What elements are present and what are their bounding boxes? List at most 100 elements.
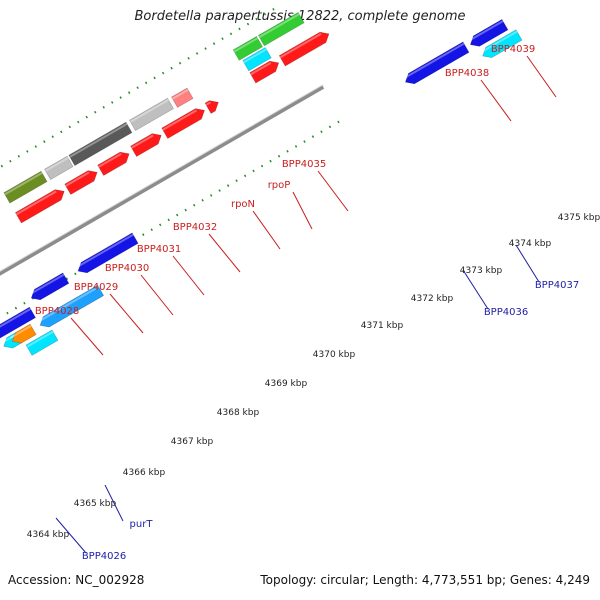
cds-4 — [130, 133, 162, 157]
gene-bpp4036b-sheen — [467, 20, 504, 43]
cds-small-cyan-sheen — [243, 48, 267, 64]
gene-purt-sheen — [37, 286, 100, 323]
gene-bpp4030 — [68, 121, 133, 166]
genes-layer — [0, 11, 523, 356]
gene-rpon-sheen — [172, 88, 189, 100]
leader-lower-1 — [104, 484, 124, 522]
gene-label-bpp4037: BPP4037 — [535, 280, 579, 291]
accession-text: Accession: NC_002928 — [8, 573, 145, 587]
gene-bpp4035-sheen — [258, 13, 300, 38]
cds-5-sheen — [162, 109, 197, 131]
gene-label-bpp4029: BPP4029 — [74, 282, 118, 293]
leader-upper-5 — [252, 210, 281, 250]
cds-2 — [64, 170, 98, 195]
cds-1 — [14, 189, 65, 224]
kbp-tick-label: 4371 kbp — [361, 321, 404, 331]
kbp-tick-label: 4372 kbp — [411, 294, 454, 304]
gene-bpp4031 — [129, 97, 174, 131]
kbp-tick-label: 4375 kbp — [558, 213, 600, 223]
cds-6 — [204, 100, 219, 114]
leader-upper-6 — [292, 191, 313, 230]
gene-label-bpp4032: BPP4032 — [173, 222, 217, 233]
gene-large-blue — [77, 232, 139, 274]
gene-bpp4025b — [30, 272, 70, 301]
cds-3-sheen — [98, 152, 122, 168]
lower-tick-track — [0, 118, 343, 319]
cds-small-cyan — [242, 47, 272, 72]
gene-bpp4028-sheen — [4, 172, 43, 196]
cds-5 — [161, 108, 205, 139]
leader-lines-layer — [55, 55, 557, 554]
backbone-layer — [0, 84, 325, 276]
leader-lower-0 — [55, 517, 87, 554]
gene-bpp4029-sheen — [45, 157, 69, 172]
leader-upper-4 — [208, 233, 241, 273]
leader-upper-3 — [172, 255, 205, 296]
leader-lower-3 — [515, 244, 540, 283]
cds-8-sheen — [279, 33, 322, 59]
kbp-tick-label: 4374 kbp — [509, 239, 552, 249]
kbp-tick-label: 4369 kbp — [265, 379, 308, 389]
genome-summary-text: Topology: circular; Length: 4,773,551 bp… — [260, 573, 590, 587]
gene-label-bpp4030: BPP4030 — [105, 263, 149, 274]
gene-bpp4030-sheen — [69, 123, 128, 158]
cds-2-sheen — [65, 171, 90, 187]
gene-label-bpp4036: BPP4036 — [484, 307, 528, 318]
gene-label-purt: purT — [130, 519, 154, 530]
gene-rpon — [171, 87, 194, 108]
leader-lower-2 — [462, 269, 489, 310]
gene-label-bpp4026: BPP4026 — [82, 551, 126, 562]
cds-1-sheen — [15, 190, 57, 216]
gene-bpp4026-sheen — [0, 308, 32, 328]
gene-large-blue-sheen — [75, 233, 134, 269]
labels-layer: BPP4028 BPP4029 BPP4030 BPP4031 BPP4032 rpoN r… — [27, 44, 600, 562]
leader-upper-0 — [70, 317, 104, 356]
kbp-tick-label: 4368 kbp — [217, 408, 260, 418]
leader-upper-2 — [140, 274, 174, 316]
kbp-tick-label: 4365 kbp — [74, 499, 117, 509]
gene-purt-part — [11, 323, 37, 344]
gene-purt-part-sheen — [9, 325, 32, 339]
cds-8 — [278, 31, 330, 67]
leader-upper-7 — [317, 170, 349, 212]
gene-bpp4026 — [0, 306, 36, 339]
gene-small-cyan-sheen — [26, 330, 54, 348]
gene-bpp4036b — [469, 19, 509, 47]
cds-3 — [97, 151, 130, 176]
cds-6-sheen — [205, 101, 211, 106]
gene-small-cyan — [25, 329, 59, 356]
gene-label-rpon: rpoN — [231, 199, 255, 210]
gene-bpp4029 — [44, 155, 74, 180]
gene-bpp4036 — [404, 41, 470, 85]
cds-7 — [249, 60, 280, 84]
kbp-tick-label: 4370 kbp — [313, 350, 356, 360]
gene-label-bpp4035: BPP4035 — [282, 159, 326, 170]
gene-bpp4036-sheen — [402, 42, 465, 80]
cds-4-sheen — [131, 134, 154, 149]
gene-bpp4037 — [482, 29, 523, 58]
genome-backbone — [0, 85, 325, 276]
upper-tick-track — [0, 6, 278, 169]
cds-7-sheen — [250, 62, 272, 76]
leader-upper-1 — [109, 293, 144, 334]
kbp-tick-label: 4373 kbp — [460, 266, 503, 276]
gene-label-bpp4038: BPP4038 — [445, 68, 489, 79]
gene-rpop-sheen — [233, 37, 259, 53]
gene-purt — [39, 284, 105, 328]
gene-label-bpp4028: BPP4028 — [35, 306, 79, 317]
kbp-tick-label: 4366 kbp — [123, 468, 166, 478]
kbp-tick-label: 4367 kbp — [171, 437, 214, 447]
gene-label-rpop: rpoP — [268, 180, 291, 191]
gene-bpp4035 — [257, 11, 305, 47]
gene-label-bpp4039: BPP4039 — [491, 44, 535, 55]
gene-bpp4025b-sheen — [28, 273, 65, 296]
gene-rpop — [232, 35, 263, 61]
kbp-tick-label: 4364 kbp — [27, 530, 70, 540]
gene-bpp4031-sheen — [129, 99, 170, 123]
gene-bpp4037-sheen — [480, 30, 518, 54]
leader-upper-9 — [526, 55, 557, 98]
leader-upper-8 — [480, 79, 512, 122]
gene-bpp4028 — [3, 170, 48, 204]
